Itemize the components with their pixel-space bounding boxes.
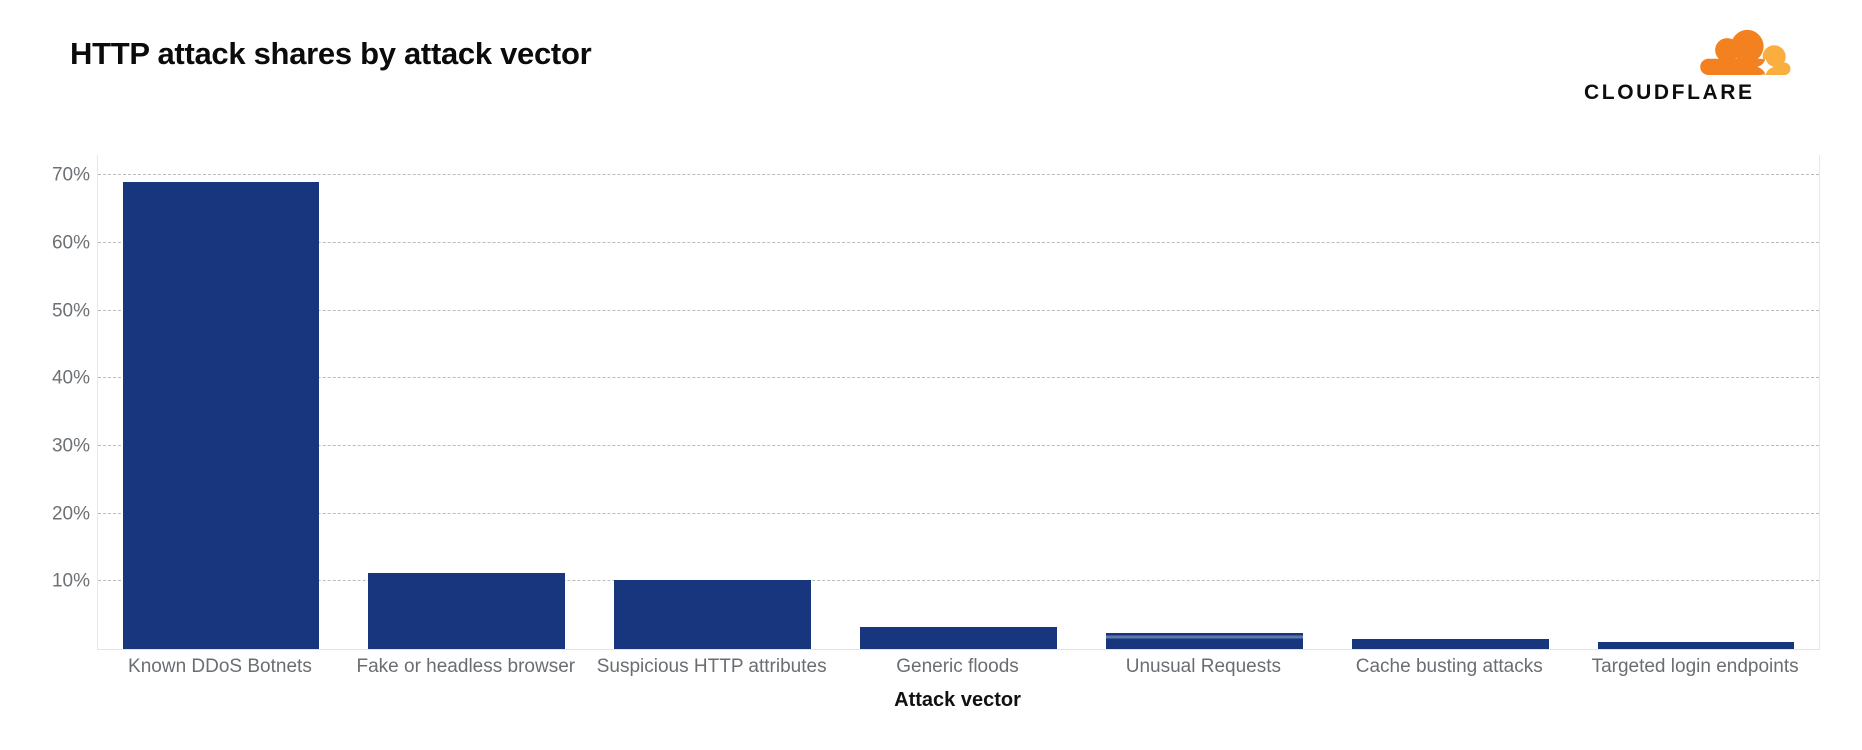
gridline-40: [98, 377, 1819, 379]
x-axis-category-label-unusual-requests: Unusual Requests: [1125, 656, 1281, 677]
gridline-30: [98, 445, 1819, 446]
y-axis-tick-label-40: 40%: [51, 367, 90, 389]
y-axis-tick-label-70: 70%: [51, 164, 90, 186]
bar-suspicious-http-attributes[interactable]: [614, 580, 811, 649]
bar-cache-busting-attacks[interactable]: [1351, 639, 1549, 649]
bar-targeted-login-endpoints[interactable]: [1597, 642, 1795, 649]
x-axis-category-label-cache-busting-attacks: Cache busting attacks: [1355, 656, 1543, 677]
y-axis-tick-label-30: 30%: [51, 435, 90, 457]
bar-chart-plot-area: 10% 20% 30% 40% 50% 60% 70%: [52, 155, 1820, 650]
x-axis-category-label-fake-or-headless-browser: Fake or headless browser: [356, 656, 576, 677]
bar-generic-floods[interactable]: [860, 627, 1057, 649]
gridline-20: [98, 512, 1819, 514]
gridline-50: [98, 309, 1819, 311]
x-axis-category-labels: Known DDoS Botnets Fake or headless brows…: [97, 656, 1818, 678]
bar-unusual-requests[interactable]: [1106, 633, 1303, 649]
x-axis-category-label-generic-floods: Generic floods: [896, 656, 1019, 677]
page-title: HTTP attack shares by attack vector: [70, 36, 592, 71]
cloudflare-cloud-icon: [1700, 29, 1791, 76]
y-axis-tick-label-20: 20%: [51, 503, 90, 525]
sparkle-icon: [1757, 58, 1774, 76]
gridline-60: [98, 241, 1819, 243]
x-axis-category-label-suspicious-http-attributes: Suspicious HTTP attributes: [596, 656, 827, 677]
bar-fake-or-headless-browser[interactable]: [368, 573, 566, 649]
cloudflare-logo: CLOUDFLARE: [1584, 28, 1800, 105]
gridline-70: [98, 174, 1819, 176]
y-axis-tick-label-10: 10%: [51, 570, 90, 592]
cloudflare-logo-text: CLOUDFLARE: [1584, 81, 1755, 104]
y-axis-tick-label-60: 60%: [51, 232, 90, 254]
gridline-10: [98, 580, 1819, 582]
x-axis-category-label-known-ddos-botnets: Known DDoS Botnets: [128, 656, 312, 677]
x-axis-category-label-targeted-login-endpoints: Targeted login endpoints: [1591, 656, 1799, 677]
bar-known-ddos-botnets[interactable]: [122, 182, 320, 649]
y-axis-tick-label-50: 50%: [51, 300, 90, 322]
x-axis-title: Attack vector: [894, 689, 1021, 711]
